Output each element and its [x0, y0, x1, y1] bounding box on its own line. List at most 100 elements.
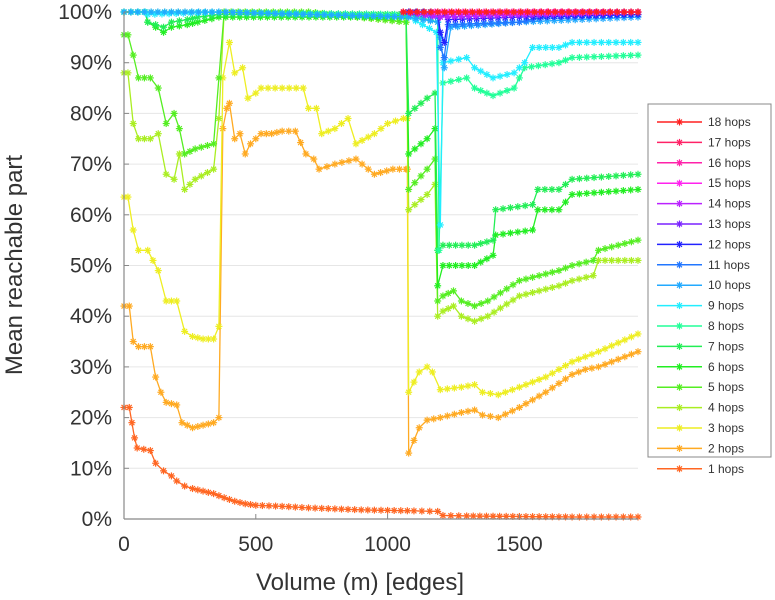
data-point [197, 143, 205, 151]
data-point [439, 511, 447, 519]
data-point [515, 383, 523, 391]
series-5-hops [120, 8, 642, 310]
data-point [384, 506, 392, 514]
data-point [384, 13, 392, 21]
series-line [124, 11, 638, 225]
x-axis-title: Volume (m) [edges] [256, 569, 464, 596]
data-point [501, 410, 509, 418]
data-point [449, 287, 457, 295]
data-point [186, 180, 194, 188]
legend-marker-icon [676, 179, 683, 187]
data-point [568, 54, 576, 62]
legend-label: 17 hops [708, 135, 751, 149]
data-point [140, 74, 148, 82]
data-point [215, 114, 223, 122]
data-point [146, 343, 154, 351]
data-point [600, 8, 608, 16]
data-point [183, 16, 191, 24]
series-2-hops [120, 99, 642, 457]
data-point [548, 60, 556, 68]
data-point [210, 419, 218, 427]
data-point [499, 230, 507, 238]
data-point [562, 180, 570, 188]
data-point [436, 43, 444, 51]
data-point [434, 507, 442, 515]
data-point [215, 8, 223, 16]
data-point [555, 206, 563, 214]
data-point [140, 8, 148, 16]
data-point [204, 420, 212, 428]
data-point [364, 506, 372, 514]
data-point [496, 8, 504, 16]
data-point [555, 282, 563, 290]
data-point [464, 407, 472, 415]
data-point [352, 155, 360, 163]
legend-label: 14 hops [708, 197, 751, 211]
data-point [447, 77, 455, 85]
data-point [514, 203, 522, 211]
data-point [292, 84, 300, 92]
data-point [627, 51, 635, 59]
data-point [455, 512, 463, 520]
data-point [134, 246, 142, 254]
y-tick-label: 20% [70, 407, 112, 430]
data-point [627, 238, 635, 246]
data-point [555, 185, 563, 193]
legend-marker-icon [676, 138, 683, 146]
data-point [397, 507, 405, 515]
data-point [271, 10, 279, 18]
data-point [410, 436, 418, 444]
legend-item: 16 hops [657, 156, 751, 170]
data-point [178, 419, 186, 427]
data-point [601, 345, 609, 353]
data-point [189, 14, 197, 22]
data-point [144, 18, 152, 26]
data-point [627, 171, 635, 179]
data-point [575, 53, 583, 61]
data-point [594, 246, 602, 254]
data-point [555, 59, 563, 67]
data-point [434, 8, 442, 16]
data-point [503, 87, 511, 95]
data-point [575, 260, 583, 268]
data-point [441, 8, 449, 16]
data-point [173, 401, 181, 409]
data-point [612, 38, 620, 46]
y-tick-label: 10% [70, 457, 112, 480]
legend-item: 18 hops [657, 115, 751, 129]
data-point [605, 52, 613, 60]
data-point [183, 421, 191, 429]
data-point [231, 135, 239, 143]
data-point [597, 188, 605, 196]
data-point [229, 8, 237, 16]
data-point [449, 302, 457, 310]
data-point [583, 174, 591, 182]
data-point [189, 332, 197, 340]
data-point [458, 241, 466, 249]
data-point [125, 302, 133, 310]
legend-item: 10 hops [657, 278, 751, 292]
data-point [149, 256, 157, 264]
data-point [285, 10, 293, 18]
data-point [503, 300, 511, 308]
data-point [203, 169, 211, 177]
legend-label: 5 hops [708, 380, 744, 394]
data-point [614, 339, 622, 347]
data-point [542, 43, 550, 51]
legend-item: 17 hops [657, 135, 751, 149]
y-axis-title: Mean reachable part [1, 155, 28, 375]
data-point [278, 10, 286, 18]
data-point [501, 388, 509, 396]
data-point [223, 104, 231, 112]
data-point [568, 262, 576, 269]
data-point [252, 135, 260, 143]
data-point [590, 174, 598, 182]
legend-marker-icon [676, 363, 683, 371]
data-point [417, 140, 425, 148]
data-point [152, 21, 160, 29]
data-point [482, 8, 490, 16]
legend-marker-icon [676, 220, 683, 228]
data-point [271, 84, 279, 92]
data-point [494, 414, 502, 422]
data-point [451, 20, 459, 28]
